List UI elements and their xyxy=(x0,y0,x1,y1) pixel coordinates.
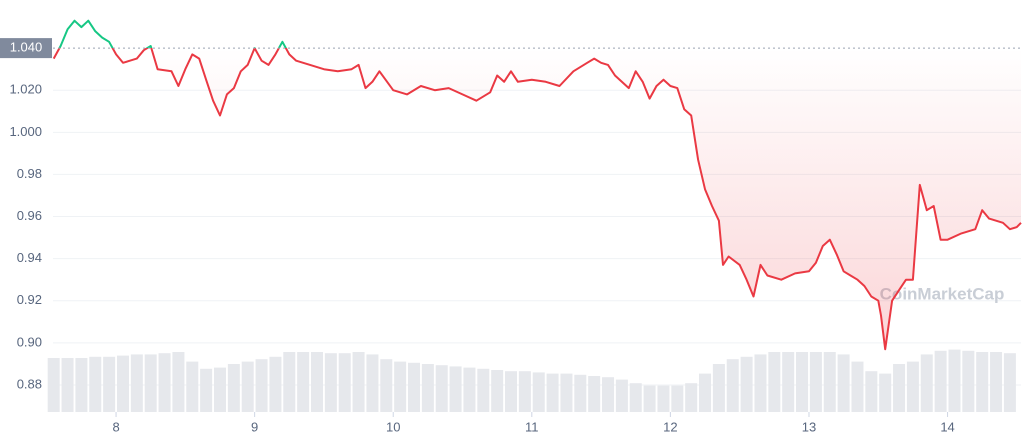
volume-bar xyxy=(394,361,407,412)
volume-bar xyxy=(324,353,337,412)
volume-bar xyxy=(574,374,587,412)
volume-bar xyxy=(879,373,892,412)
volume-bar xyxy=(505,371,518,412)
price-line xyxy=(52,19,1022,351)
volume-bar xyxy=(297,352,310,412)
volume-bar xyxy=(241,361,254,412)
volume-bar xyxy=(948,349,961,412)
volume-bar xyxy=(491,370,504,412)
volume-bar xyxy=(421,364,434,412)
volume-bar xyxy=(546,373,559,412)
volume-bar xyxy=(89,356,102,412)
y-tick-label: 0.88 xyxy=(17,376,42,391)
volume-bar xyxy=(602,377,615,412)
volume-bar xyxy=(671,385,684,412)
volume-bar xyxy=(588,376,601,412)
volume-bar xyxy=(740,356,753,412)
x-tick-label: 10 xyxy=(386,419,400,434)
watermark: CoinMarketCap xyxy=(880,284,1005,303)
x-tick-label: 11 xyxy=(525,419,539,434)
volume-bar xyxy=(463,367,476,412)
volume-bar xyxy=(782,352,795,412)
volume-bar xyxy=(699,373,712,412)
y-tick-label: 0.92 xyxy=(17,292,42,307)
volume-bar xyxy=(629,383,642,412)
volume-bar xyxy=(255,359,268,412)
volume-bar xyxy=(283,352,296,412)
volume-bar xyxy=(643,385,656,412)
y-tick-label: 0.98 xyxy=(17,166,42,181)
volume-bar xyxy=(920,354,933,412)
volume-bar xyxy=(865,371,878,412)
volume-bar xyxy=(435,365,448,412)
volume-bar xyxy=(712,364,725,412)
volume-bar xyxy=(130,354,143,412)
volume-bar xyxy=(408,362,421,412)
volume-bar xyxy=(796,352,809,412)
volume-bar xyxy=(213,367,226,412)
volume-bar xyxy=(518,371,531,412)
volume-bar xyxy=(116,355,129,412)
volume-bar xyxy=(893,364,906,412)
volume-bar xyxy=(227,364,240,412)
volume-bar xyxy=(380,359,393,412)
volume-bar xyxy=(1003,353,1016,412)
y-tick-label: 1.000 xyxy=(9,124,42,139)
volume-bar xyxy=(685,383,698,412)
volume-bar xyxy=(269,356,282,412)
volume-bar xyxy=(657,385,670,412)
volume-bar xyxy=(990,352,1003,412)
area xyxy=(53,48,1021,350)
volume-bar xyxy=(103,356,116,412)
volume-bar xyxy=(976,352,989,412)
volume-bar xyxy=(837,354,850,412)
volume-bar xyxy=(186,361,199,412)
y-tick-label: 0.90 xyxy=(17,334,42,349)
volume-bar xyxy=(200,368,213,412)
volume-bar xyxy=(352,352,365,412)
volume-bar xyxy=(809,352,822,412)
volume-bar xyxy=(172,352,185,412)
volume-bar xyxy=(962,350,975,412)
volume-bar xyxy=(338,353,351,412)
baseline-label: 1.040 xyxy=(10,40,43,55)
volume-bar xyxy=(144,354,157,412)
y-tick-label: 0.94 xyxy=(17,250,42,265)
volume-bar xyxy=(477,368,490,412)
volume-bar xyxy=(366,354,379,412)
y-tick-label: 0.96 xyxy=(17,208,42,223)
x-tick-label: 12 xyxy=(663,419,677,434)
volume-bar xyxy=(532,372,545,412)
volume-bar xyxy=(61,358,74,412)
x-tick-label: 8 xyxy=(112,419,119,434)
x-tick-label: 13 xyxy=(802,419,816,434)
volume-bar xyxy=(851,361,864,412)
baseline-badge xyxy=(0,38,52,59)
volume-bar xyxy=(906,361,919,412)
volume-bar xyxy=(449,366,462,412)
volume-bar xyxy=(823,352,836,412)
volume-bar xyxy=(768,352,781,412)
volume-bar xyxy=(75,358,88,412)
volume-bar xyxy=(754,354,767,412)
x-tick-label: 9 xyxy=(251,419,258,434)
volume-bar xyxy=(615,379,628,412)
volume-bar xyxy=(934,350,947,412)
volume-bar xyxy=(311,352,323,412)
volume-bar xyxy=(726,359,739,412)
volume-bar xyxy=(560,373,573,412)
volume-bar xyxy=(47,358,60,412)
x-tick-label: 14 xyxy=(940,419,954,434)
y-tick-label: 1.020 xyxy=(9,82,42,97)
volume-bar xyxy=(158,353,171,412)
